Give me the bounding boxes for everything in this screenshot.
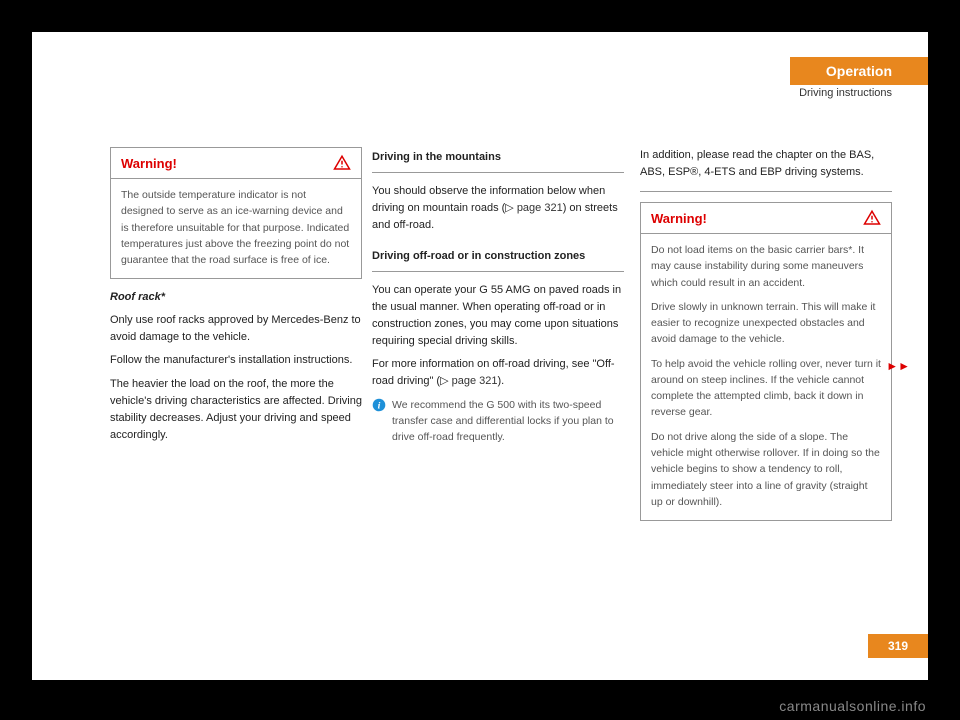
warning-text: Do not drive along the side of a slope. … <box>651 429 881 510</box>
warning-body: Do not load items on the basic carrier b… <box>641 234 891 520</box>
warning-body: The outside temperature indicator is not… <box>111 179 361 278</box>
paragraph: You can operate your G 55 AMG on paved r… <box>372 282 624 350</box>
divider <box>640 191 892 192</box>
warning-header: Warning! <box>641 203 891 234</box>
info-text: We recommend the G 500 with its two-spee… <box>392 397 624 446</box>
warning-text: To help avoid the vehicle rolling over, … <box>651 356 881 421</box>
warning-title: Warning! <box>651 211 707 226</box>
paragraph: Only use roof racks approved by Mercedes… <box>110 312 362 346</box>
svg-text:i: i <box>378 400 381 411</box>
paragraph: You should observe the information below… <box>372 183 624 234</box>
paragraph: For more information on off-road driving… <box>372 356 624 390</box>
warning-header: Warning! <box>111 148 361 179</box>
watermark: carmanualsonline.info <box>779 698 926 714</box>
info-note: i We recommend the G 500 with its two-sp… <box>372 397 624 446</box>
column-3: In addition, please read the chapter on … <box>640 147 892 531</box>
paragraph: In addition, please read the chapter on … <box>640 147 892 181</box>
paragraph: Follow the manufacturer's installation i… <box>110 352 362 369</box>
section-subtitle: Driving instructions <box>799 87 892 99</box>
info-icon: i <box>372 398 386 412</box>
divider <box>372 271 624 272</box>
manual-page: Operation Driving instructions Warning! … <box>32 32 928 680</box>
warning-title: Warning! <box>121 156 177 171</box>
warning-text: Drive slowly in unknown terrain. This wi… <box>651 299 881 348</box>
column-1: Warning! The outside temperature indicat… <box>110 147 362 450</box>
warning-box-ice: Warning! The outside temperature indicat… <box>110 147 362 279</box>
body-text-mountains: Driving in the mountains You should obse… <box>372 149 624 445</box>
section-header: Operation <box>790 57 928 85</box>
warning-text: The outside temperature indicator is not… <box>121 187 351 268</box>
heading-roofrack: Roof rack* <box>110 289 362 306</box>
column-2: Driving in the mountains You should obse… <box>372 147 624 445</box>
warning-triangle-icon <box>863 209 881 227</box>
heading-mountains: Driving in the mountains <box>372 149 624 166</box>
divider <box>372 172 624 173</box>
heading-offroad: Driving off-road or in construction zone… <box>372 248 624 265</box>
paragraph: The heavier the load on the roof, the mo… <box>110 376 362 444</box>
body-text-roofrack: Roof rack* Only use roof racks approved … <box>110 289 362 443</box>
warning-text: Do not load items on the basic carrier b… <box>651 242 881 291</box>
warning-triangle-icon <box>333 154 351 172</box>
page-number: 319 <box>868 634 928 658</box>
warning-box-offroad: Warning! Do not load items on the basic … <box>640 202 892 521</box>
continuation-arrow-icon: ►► <box>886 359 910 373</box>
body-text-intro: In addition, please read the chapter on … <box>640 147 892 192</box>
